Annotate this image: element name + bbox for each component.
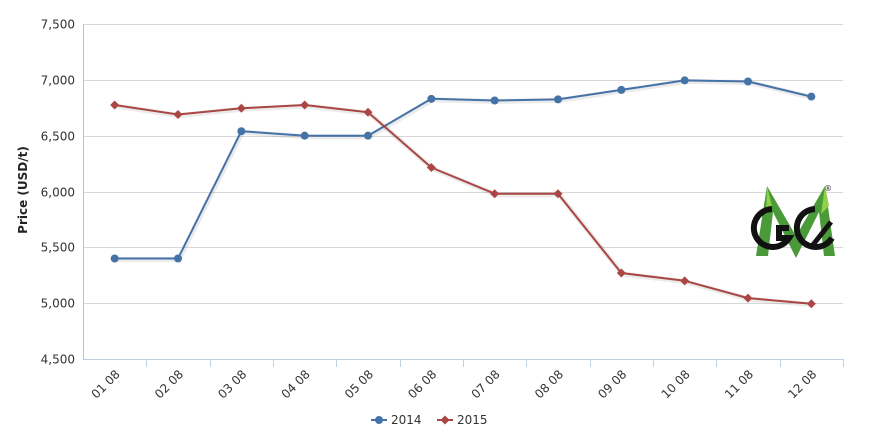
y-tick-label: 7,500	[41, 18, 75, 32]
data-point[interactable]	[490, 96, 499, 105]
data-point[interactable]	[680, 276, 690, 286]
series-line-shadow	[115, 78, 813, 262]
y-axis-title: Price (USD/t)	[16, 146, 30, 234]
data-point[interactable]	[300, 131, 309, 140]
series-2014	[110, 76, 816, 263]
x-tick-label: 06 08	[405, 367, 439, 401]
data-point[interactable]	[807, 92, 816, 101]
y-tick-label: 5,500	[41, 241, 75, 255]
series-layer	[110, 76, 816, 309]
data-point[interactable]	[363, 107, 373, 117]
x-tick-label: 08 08	[532, 367, 566, 401]
legend-marker	[440, 415, 450, 425]
legend-marker	[375, 416, 383, 424]
gm-logo: ®	[750, 184, 835, 258]
y-axis: 7,500 7,000 6,500 6,000 5,500 5,000 4,500	[41, 18, 84, 367]
x-tick-label: 01 08	[89, 367, 123, 401]
x-tick-label: 07 08	[469, 367, 503, 401]
svg-text:®: ®	[824, 184, 832, 193]
data-point[interactable]	[427, 94, 436, 103]
series-line	[114, 79, 812, 260]
y-tick-label: 4,500	[41, 353, 75, 367]
data-point[interactable]	[616, 268, 626, 278]
data-point[interactable]	[743, 293, 753, 303]
legend-item-2015[interactable]: 2015	[437, 413, 488, 427]
data-point[interactable]	[554, 95, 562, 104]
data-point[interactable]	[174, 254, 182, 263]
y-tick-label: 7,000	[41, 74, 75, 88]
data-point[interactable]	[680, 76, 689, 85]
x-tick-label: 02 08	[152, 367, 186, 401]
series-line-shadow	[115, 103, 813, 308]
data-point[interactable]	[173, 109, 183, 119]
y-tick-label: 6,000	[41, 186, 75, 200]
y-tick-label: 6,500	[41, 130, 75, 144]
data-point[interactable]	[553, 189, 563, 199]
grid-lines	[83, 24, 843, 360]
data-point[interactable]	[744, 77, 752, 86]
data-point[interactable]	[426, 162, 436, 172]
legend-label: 2015	[457, 413, 488, 427]
data-point[interactable]	[237, 127, 246, 136]
legend-label: 2014	[391, 413, 422, 427]
x-tick-label: 05 08	[342, 367, 376, 401]
x-tick-label: 03 08	[215, 367, 249, 401]
series-2015	[110, 100, 816, 309]
x-axis: 01 08 02 08 03 08 04 08 05 08 06 08 07 08 08 08…	[83, 359, 844, 401]
x-tick-label: 09 08	[595, 367, 629, 401]
data-point[interactable]	[806, 299, 816, 309]
x-tick-label: 12 08	[785, 367, 819, 401]
data-point[interactable]	[300, 100, 310, 110]
data-point[interactable]	[110, 254, 119, 263]
data-point[interactable]	[236, 103, 246, 113]
y-tick-label: 5,000	[41, 297, 75, 311]
x-tick-label: 04 08	[279, 367, 313, 401]
x-tick-label: 10 08	[659, 367, 693, 401]
data-point[interactable]	[110, 100, 120, 110]
x-tick-label: 11 08	[722, 367, 756, 401]
data-point[interactable]	[364, 131, 372, 140]
data-point[interactable]	[490, 189, 500, 199]
data-point[interactable]	[617, 85, 626, 94]
series-line	[114, 104, 812, 305]
legend-item-2014[interactable]: 2014	[371, 413, 422, 427]
legend: 2014 2015	[371, 413, 488, 427]
